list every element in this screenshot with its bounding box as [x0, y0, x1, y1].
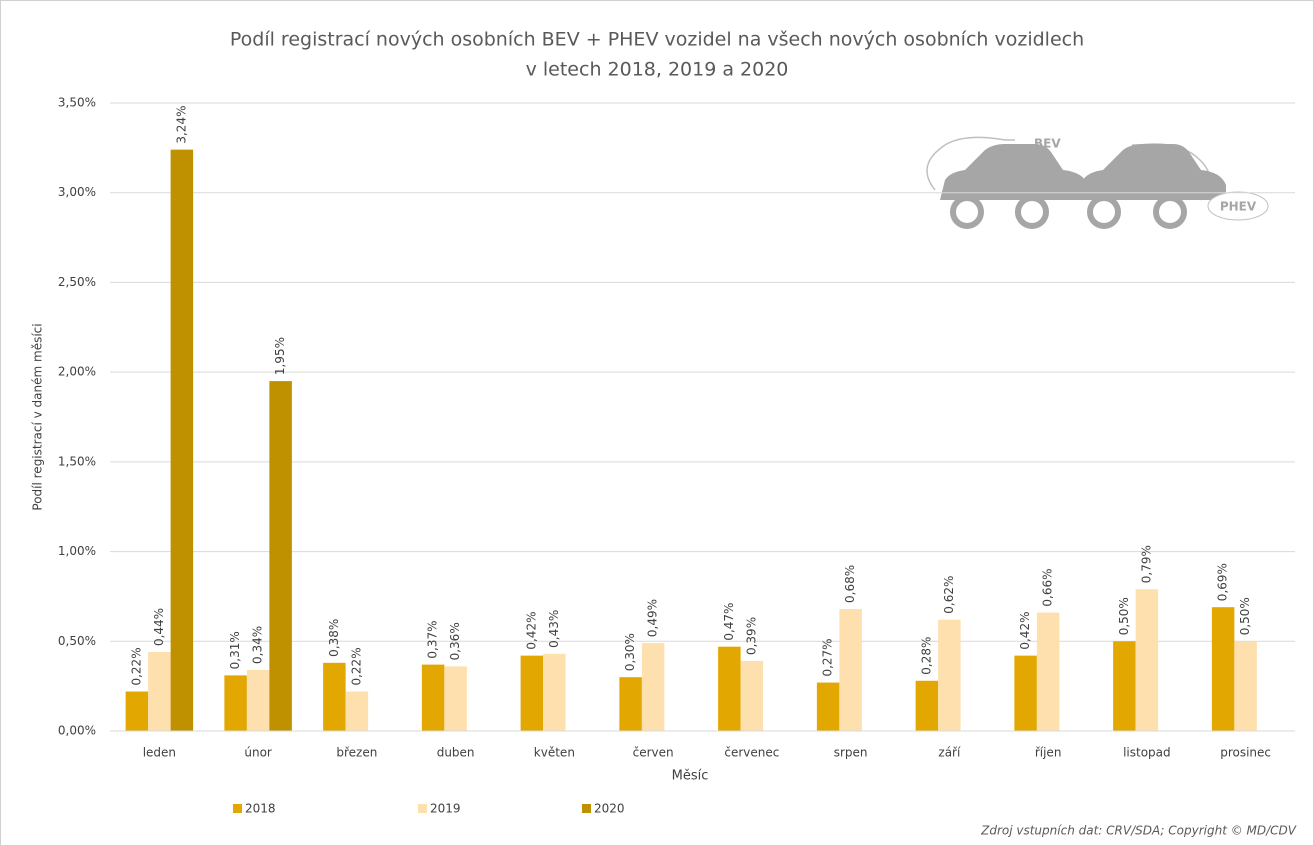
x-tick-label: září [938, 746, 961, 760]
data-label: 0,22% [129, 647, 143, 685]
data-label: 0,43% [547, 610, 561, 648]
data-label: 1,95% [273, 337, 287, 375]
x-tick-label: duben [437, 746, 475, 760]
y-tick-label: 1,00% [58, 544, 96, 558]
bar [1036, 612, 1060, 731]
y-axis-title: Podíl registrací v daném měsíci [31, 323, 45, 510]
bar [1135, 589, 1159, 731]
y-tick-label: 0,00% [58, 724, 96, 738]
bar [421, 664, 445, 731]
bar [224, 675, 247, 731]
bar [718, 646, 741, 731]
data-label: 0,34% [251, 626, 265, 664]
bar [323, 662, 346, 731]
x-tick-label: červenec [724, 746, 779, 760]
bar [1014, 655, 1037, 731]
data-label: 0,22% [349, 647, 363, 685]
x-tick-label: březen [336, 746, 377, 760]
y-tick-label: 2,50% [58, 275, 96, 289]
x-tick-label: říjen [1035, 746, 1062, 760]
x-tick-label: červen [633, 746, 674, 760]
bar [520, 655, 544, 731]
data-label: 0,50% [1238, 597, 1252, 635]
bar [641, 643, 665, 731]
bar [938, 619, 961, 731]
bar [170, 149, 194, 731]
bar [740, 661, 764, 731]
bar [148, 652, 171, 731]
x-tick-label: srpen [834, 746, 868, 760]
data-label: 0,38% [327, 619, 341, 657]
data-label: 3,24% [174, 106, 188, 144]
bar [915, 680, 939, 731]
y-tick-label: 3,50% [58, 96, 96, 110]
data-label: 0,62% [942, 576, 956, 614]
annotation: PHEV [1220, 200, 1257, 214]
bar [246, 669, 270, 731]
bar [619, 677, 642, 731]
data-label: 0,42% [1018, 612, 1032, 650]
y-tick-label: 3,00% [58, 185, 96, 199]
bar [816, 682, 840, 731]
bar [125, 691, 149, 731]
bar [269, 381, 292, 731]
data-label: 0,50% [1117, 597, 1131, 635]
bar [1234, 641, 1257, 731]
x-tick-label: prosinec [1220, 746, 1271, 760]
data-label: 0,30% [623, 633, 637, 671]
car [940, 144, 1088, 200]
data-label: 0,69% [1216, 563, 1230, 601]
bar [444, 666, 467, 731]
data-label: 0,66% [1041, 568, 1055, 606]
data-label: 0,28% [919, 637, 933, 675]
y-tick-label: 2,00% [58, 365, 96, 379]
bar [1211, 607, 1235, 731]
wheel [950, 195, 984, 229]
data-label: 0,79% [1139, 545, 1153, 583]
data-label: 0,68% [843, 565, 857, 603]
data-label: 0,36% [448, 622, 462, 660]
chart-title: v letech 2018, 2019 a 2020 [526, 59, 789, 81]
bar [543, 653, 566, 731]
chart-title: Podíl registrací nových osobních BEV + P… [230, 29, 1084, 51]
x-tick-label: květen [534, 746, 575, 760]
data-label: 0,31% [228, 631, 242, 669]
annotation: BEV [1034, 137, 1061, 151]
data-label: 0,42% [524, 612, 538, 650]
wheel [1087, 195, 1121, 229]
legend-label: 2020 [594, 802, 625, 816]
y-tick-label: 1,50% [58, 454, 96, 468]
x-axis-title: Měsíc [672, 769, 709, 784]
x-tick-label: listopad [1123, 746, 1171, 760]
x-tick-label: únor [244, 746, 272, 760]
data-label: 0,47% [722, 603, 736, 641]
cloud [1207, 191, 1269, 221]
illustration [926, 136, 1269, 229]
bar [1113, 641, 1136, 731]
legend-swatch [582, 804, 591, 813]
y-tick-label: 0,50% [58, 634, 96, 648]
x-tick-label: leden [143, 746, 176, 760]
car [1078, 144, 1226, 200]
legend-label: 2018 [245, 802, 276, 816]
bar [839, 608, 862, 731]
legend-label: 2019 [430, 802, 461, 816]
data-label: 0,39% [744, 617, 758, 655]
data-label: 0,37% [426, 620, 440, 658]
wheel [1153, 195, 1187, 229]
bar [345, 691, 369, 731]
data-label: 0,44% [152, 608, 166, 646]
legend-swatch [418, 804, 427, 813]
wheel [1015, 195, 1049, 229]
legend-swatch [233, 804, 242, 813]
data-label: 0,27% [821, 638, 835, 676]
source-note: Zdroj vstupních dat: CRV/SDA; Copyright … [980, 824, 1297, 838]
data-label: 0,49% [646, 599, 660, 637]
